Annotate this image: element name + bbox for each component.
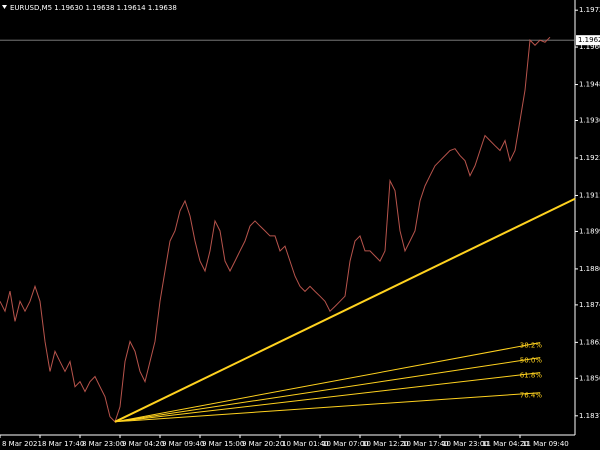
y-tick-label: 1.19728 xyxy=(579,6,600,14)
menu-arrow[interactable] xyxy=(2,5,7,9)
x-tick-label: 11 Mar 04:20 xyxy=(482,440,529,448)
fan-level-label: 61.8% xyxy=(520,372,543,380)
fan-level-line xyxy=(114,392,541,423)
x-tick-label: 10 Mar 12:20 xyxy=(362,440,409,448)
y-tick-label: 1.18375 xyxy=(579,412,600,420)
x-tick-label: 8 Mar 17:40 xyxy=(42,440,84,448)
fan-level-label: 76.4% xyxy=(520,392,543,400)
x-tick-label: 10 Mar 07:00 xyxy=(322,440,369,448)
fan-level-line xyxy=(114,372,541,423)
y-tick-label: 1.19360 xyxy=(579,117,600,125)
x-tick-label: 9 Mar 04:20 xyxy=(122,440,164,448)
y-tick-label: 1.18620 xyxy=(579,338,600,346)
x-tick-label: 11 Mar 09:40 xyxy=(522,440,569,448)
y-tick-label: 1.19605 xyxy=(579,43,600,51)
y-tick-label: 1.18745 xyxy=(579,301,600,309)
x-tick-label: 10 Mar 01:40 xyxy=(282,440,329,448)
current-price-label: 1.19628 xyxy=(578,36,600,44)
y-tick-label: 1.18500 xyxy=(579,374,600,382)
y-tick-label: 1.19110 xyxy=(579,191,600,199)
current-price-box xyxy=(576,35,600,46)
y-tick-label: 1.18990 xyxy=(579,227,600,235)
fan-level-label: 50.0% xyxy=(520,357,543,365)
chart-title: EURUSD,M5 1.19630 1.19638 1.19614 1.1963… xyxy=(10,4,177,12)
fan-level-line xyxy=(114,357,541,423)
fan-level-line xyxy=(114,342,541,423)
y-tick-label: 1.19480 xyxy=(579,81,600,89)
fan-trend-line xyxy=(114,197,576,423)
x-tick-label: 9 Mar 09:40 xyxy=(162,440,204,448)
y-tick-label: 1.18865 xyxy=(579,265,600,273)
x-tick-label: 10 Mar 17:40 xyxy=(402,440,449,448)
x-tick-label: 8 Mar 2021 xyxy=(2,440,42,448)
x-tick-label: 9 Mar 15:00 xyxy=(202,440,244,448)
price-line xyxy=(0,36,551,423)
x-tick-label: 9 Mar 20:20 xyxy=(242,440,284,448)
x-tick-label: 10 Mar 23:00 xyxy=(442,440,489,448)
y-tick-label: 1.19235 xyxy=(579,154,600,162)
fan-level-label: 38.2% xyxy=(520,342,543,350)
x-tick-label: 8 Mar 23:00 xyxy=(82,440,124,448)
